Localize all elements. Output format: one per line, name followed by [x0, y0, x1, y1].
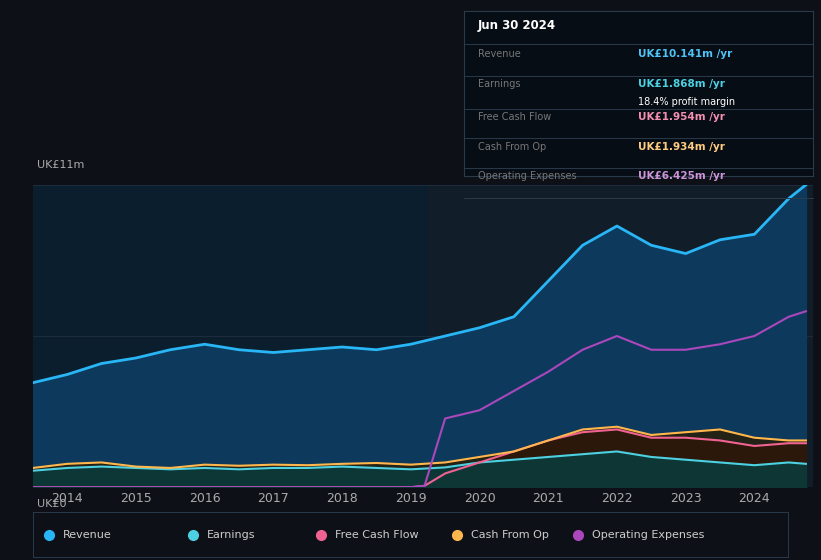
- Text: UK£0: UK£0: [37, 500, 67, 509]
- Text: UK£10.141m /yr: UK£10.141m /yr: [639, 49, 732, 59]
- Text: 18.4% profit margin: 18.4% profit margin: [639, 97, 736, 107]
- Text: Cash From Op: Cash From Op: [478, 142, 546, 152]
- Text: UK£1.954m /yr: UK£1.954m /yr: [639, 112, 725, 122]
- Text: Free Cash Flow: Free Cash Flow: [478, 112, 551, 122]
- Text: UK£1.934m /yr: UK£1.934m /yr: [639, 142, 725, 152]
- Text: UK£11m: UK£11m: [37, 160, 84, 170]
- Text: Revenue: Revenue: [478, 49, 521, 59]
- Text: Operating Expenses: Operating Expenses: [478, 171, 576, 181]
- Text: Free Cash Flow: Free Cash Flow: [335, 530, 419, 540]
- Bar: [428, 185, 813, 487]
- Bar: [33, 185, 428, 487]
- Text: Earnings: Earnings: [478, 79, 521, 89]
- Text: Jun 30 2024: Jun 30 2024: [478, 20, 556, 32]
- Text: Revenue: Revenue: [63, 530, 112, 540]
- Text: UK£1.868m /yr: UK£1.868m /yr: [639, 79, 725, 89]
- Text: Operating Expenses: Operating Expenses: [592, 530, 704, 540]
- Text: Cash From Op: Cash From Op: [471, 530, 548, 540]
- Text: UK£6.425m /yr: UK£6.425m /yr: [639, 171, 725, 181]
- Text: Earnings: Earnings: [207, 530, 255, 540]
